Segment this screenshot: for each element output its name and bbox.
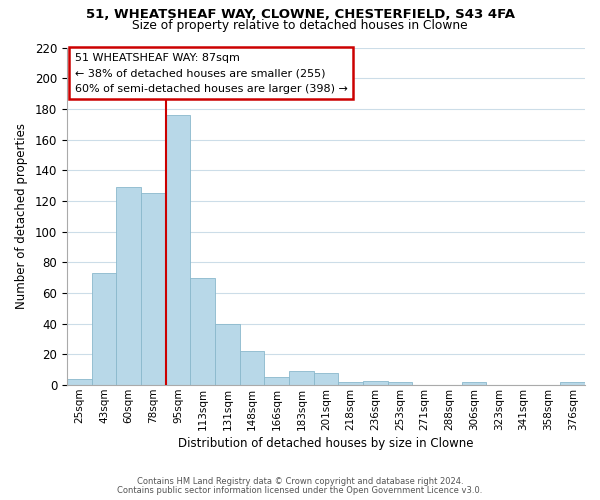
Bar bbox=[560, 382, 585, 385]
Bar bbox=[116, 187, 141, 385]
Bar bbox=[338, 382, 363, 385]
Bar bbox=[239, 352, 265, 385]
Text: 51, WHEATSHEAF WAY, CLOWNE, CHESTERFIELD, S43 4FA: 51, WHEATSHEAF WAY, CLOWNE, CHESTERFIELD… bbox=[86, 8, 515, 20]
Text: Contains HM Land Registry data © Crown copyright and database right 2024.: Contains HM Land Registry data © Crown c… bbox=[137, 477, 463, 486]
Y-axis label: Number of detached properties: Number of detached properties bbox=[15, 124, 28, 310]
Text: 51 WHEATSHEAF WAY: 87sqm
← 38% of detached houses are smaller (255)
60% of semi-: 51 WHEATSHEAF WAY: 87sqm ← 38% of detach… bbox=[75, 52, 347, 94]
Bar bbox=[289, 372, 314, 385]
Bar bbox=[92, 273, 116, 385]
Bar bbox=[314, 373, 338, 385]
Bar bbox=[141, 194, 166, 385]
Bar bbox=[265, 378, 289, 385]
Bar bbox=[388, 382, 412, 385]
Text: Size of property relative to detached houses in Clowne: Size of property relative to detached ho… bbox=[132, 19, 468, 32]
Bar bbox=[67, 379, 92, 385]
Bar bbox=[166, 115, 190, 385]
Bar bbox=[461, 382, 487, 385]
X-axis label: Distribution of detached houses by size in Clowne: Distribution of detached houses by size … bbox=[178, 437, 474, 450]
Bar bbox=[363, 380, 388, 385]
Bar bbox=[215, 324, 239, 385]
Bar bbox=[190, 278, 215, 385]
Text: Contains public sector information licensed under the Open Government Licence v3: Contains public sector information licen… bbox=[118, 486, 482, 495]
